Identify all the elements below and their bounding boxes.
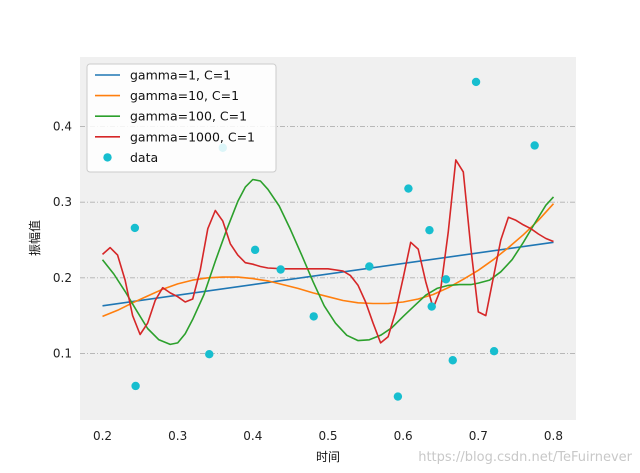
legend-box — [86, 63, 277, 173]
data-point — [130, 223, 140, 233]
legend-swatch-data — [103, 153, 112, 162]
y-tick-label: 0.4 — [53, 120, 72, 134]
data-point — [448, 356, 457, 365]
data-point — [365, 262, 374, 271]
legend: gamma=1, C=1 gamma=10, C=1 gamma=100, C=1 g… — [86, 63, 277, 173]
data-point — [309, 312, 318, 321]
x-tick-label: 0.4 — [243, 429, 262, 443]
x-tick-label: 0.5 — [318, 429, 337, 443]
series-line-3 — [101, 178, 555, 346]
data-point — [276, 265, 285, 274]
y-tick-label: 0.3 — [53, 195, 72, 209]
x-tick-label: 0.7 — [469, 429, 488, 443]
data-point — [250, 245, 260, 255]
x-tick-label: 0.8 — [544, 429, 563, 443]
series-layer — [101, 159, 555, 346]
legend-label-data: data — [130, 150, 158, 165]
x-tick-label: 0.2 — [93, 429, 112, 443]
series-line-1 — [102, 241, 554, 307]
legend-items: gamma=1, C=1 gamma=10, C=1 gamma=100, C=1 g… — [95, 68, 255, 165]
data-point — [530, 141, 539, 150]
data-point — [425, 225, 434, 235]
data-point — [489, 346, 499, 356]
y-axis-ticks: 0.1 0.2 0.3 0.4 — [53, 120, 72, 361]
x-tick-label: 0.3 — [168, 429, 187, 443]
y-tick-label: 0.1 — [53, 346, 72, 360]
data-point — [471, 77, 481, 87]
y-axis-label: 振幅值 — [27, 220, 42, 256]
watermark: https://blog.csdn.net/TeFuirnever — [418, 450, 632, 465]
series-line-4 — [101, 159, 554, 344]
legend-label-1: gamma=1, C=1 — [130, 68, 231, 83]
legend-label-2: gamma=10, C=1 — [130, 88, 239, 103]
x-tick-label: 0.6 — [394, 429, 413, 443]
data-point — [205, 350, 214, 359]
x-axis-label: 时间 — [316, 450, 340, 464]
series-line-2 — [102, 203, 555, 318]
x-axis-ticks: 0.2 0.3 0.4 0.5 0.6 0.7 0.8 — [93, 429, 563, 443]
data-point — [427, 302, 436, 311]
data-point — [404, 184, 413, 193]
y-tick-label: 0.2 — [53, 271, 72, 285]
data-point — [441, 275, 451, 284]
data-point — [393, 392, 403, 401]
data-point — [131, 381, 140, 391]
legend-label-3: gamma=100, C=1 — [130, 109, 247, 124]
legend-label-4: gamma=1000, C=1 — [130, 129, 255, 144]
